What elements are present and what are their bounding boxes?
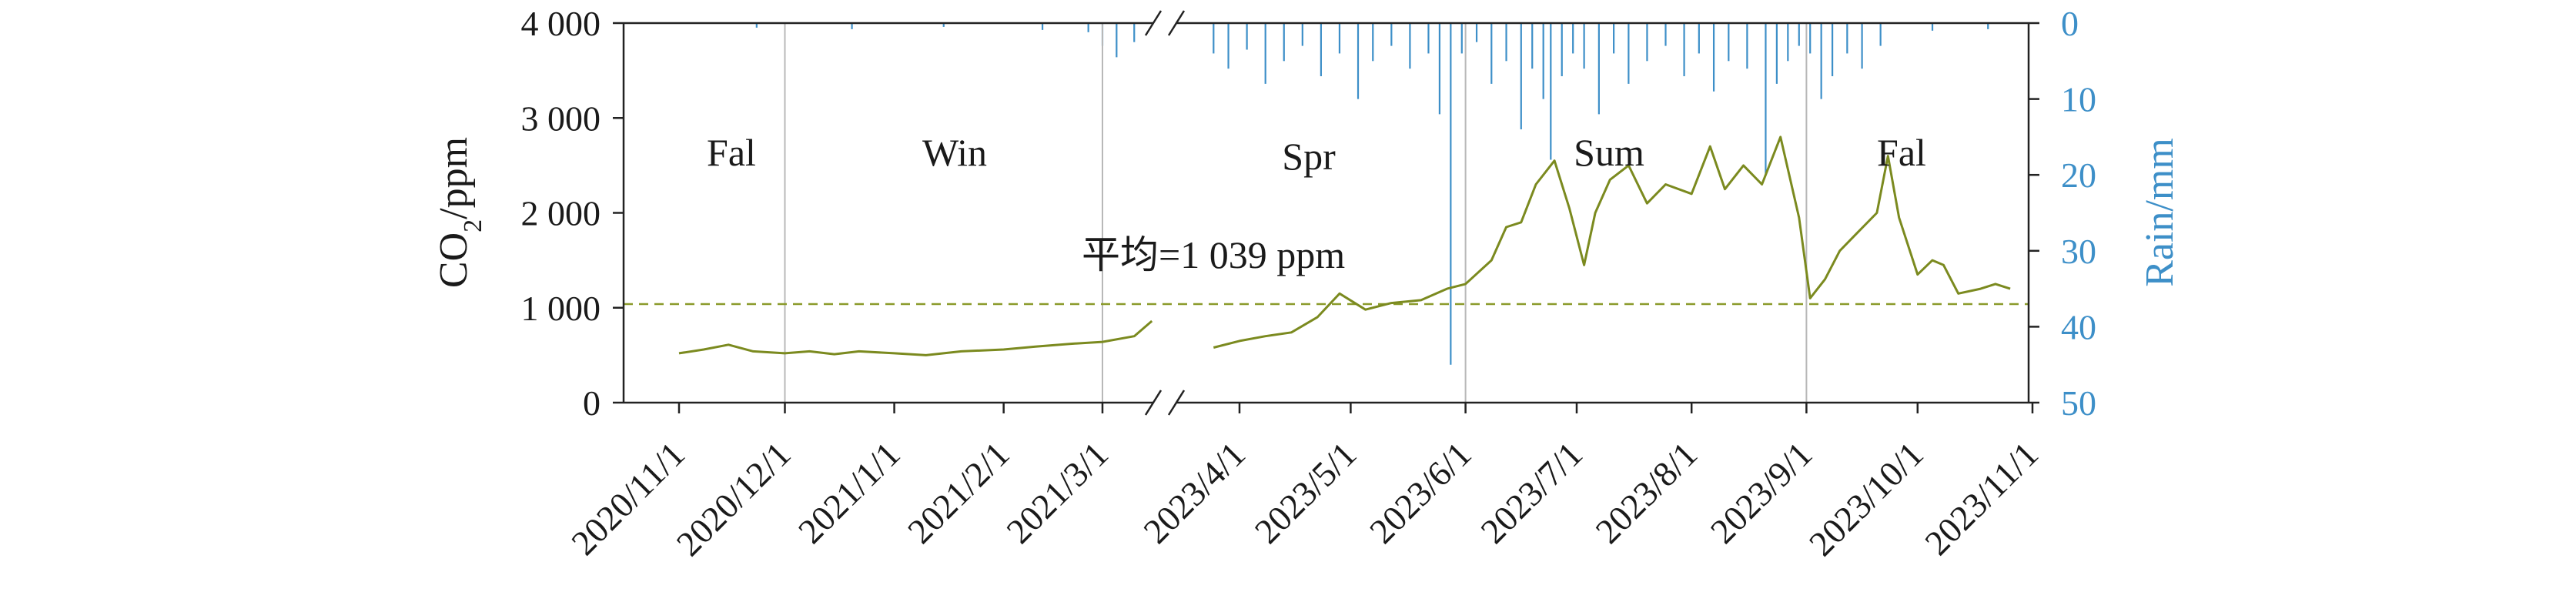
x-tick-label: 2021/2/1: [900, 434, 1017, 551]
right-tick-label: 20: [2061, 156, 2096, 195]
x-tick-label: 2021/1/1: [791, 434, 908, 551]
x-tick-label: 2020/12/1: [669, 434, 798, 564]
co2-series: [678, 135, 2011, 356]
axes: [613, 10, 2039, 416]
x-tick-label: 2023/6/1: [1362, 434, 1479, 551]
x-tick-label: 2020/11/1: [564, 434, 692, 563]
right-tick-label: 40: [2061, 307, 2096, 346]
x-tick-label: 2023/11/1: [1917, 434, 2046, 563]
mean-annotation: 平均=1 039 ppm: [1082, 233, 1345, 276]
y-axis-title-left: CO2/ppm: [432, 137, 487, 288]
rain-bars: [755, 23, 1989, 365]
axis-break-mark: [1144, 10, 1163, 36]
right-tick-label: 30: [2061, 232, 2096, 271]
x-tick-label: 2023/4/1: [1136, 434, 1253, 551]
co2-unit: /ppm: [432, 137, 476, 219]
right-tick-label: 0: [2061, 4, 2079, 43]
x-tick-label: 2023/7/1: [1473, 434, 1590, 551]
labels: 0 1 000 2 000 3 000 4 000 0 10 20 30 40 50 2020/11/…: [432, 4, 2182, 564]
left-tick-label: 3 000: [521, 99, 601, 138]
co2-line: [678, 319, 1153, 356]
season-label: Win: [922, 131, 987, 174]
season-label: Sum: [1574, 131, 1644, 174]
x-tick-label: 2023/5/1: [1247, 434, 1364, 551]
season-dividers: [784, 23, 1808, 403]
right-tick-label: 50: [2061, 383, 2096, 423]
left-tick-label: 1 000: [521, 289, 601, 328]
left-tick-label: 4 000: [521, 4, 601, 43]
axis-break-mark: [1144, 390, 1163, 416]
right-tick-label: 10: [2061, 80, 2096, 119]
season-label: Fal: [707, 131, 756, 174]
y-axis-title-right: Rain/mm: [2138, 138, 2182, 287]
x-tick-label: 2023/9/1: [1703, 434, 1820, 551]
x-tick-label: 2023/10/1: [1802, 434, 1931, 564]
season-label: Fal: [1877, 131, 1926, 174]
co2-line: [1213, 135, 2011, 349]
x-tick-label: 2023/8/1: [1588, 434, 1705, 551]
left-tick-label: 2 000: [521, 194, 601, 233]
x-tick-label: 2021/3/1: [999, 434, 1116, 551]
co2-subscript: 2: [459, 219, 487, 232]
axis-break-mark: [1167, 10, 1186, 36]
axis-break-mark: [1167, 390, 1186, 416]
left-tick-label: 0: [583, 383, 601, 423]
season-label: Spr: [1282, 135, 1336, 178]
